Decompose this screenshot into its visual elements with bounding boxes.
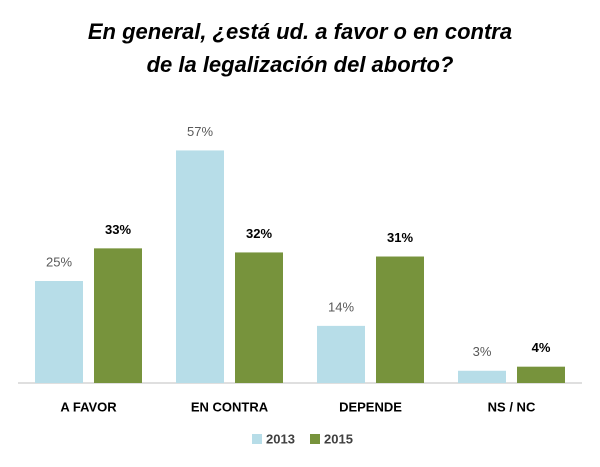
- bar: [458, 370, 506, 383]
- value-label: 25%: [46, 254, 72, 269]
- value-label: 4%: [532, 340, 551, 355]
- bar: [176, 150, 224, 383]
- value-label: 3%: [473, 344, 492, 359]
- bar: [235, 252, 283, 383]
- x-tick-label: A FAVOR: [60, 399, 117, 414]
- value-label: 33%: [105, 222, 131, 237]
- value-label: 14%: [328, 299, 354, 314]
- value-label: 32%: [246, 226, 272, 241]
- bar: [517, 366, 565, 383]
- x-tick-label: NS / NC: [488, 399, 536, 414]
- legend-label: 2013: [266, 431, 295, 446]
- bar: [94, 248, 142, 383]
- legend-label: 2015: [324, 431, 353, 446]
- bar: [376, 256, 424, 383]
- bar: [35, 281, 83, 383]
- x-tick-label: EN CONTRA: [191, 399, 269, 414]
- legend-swatch: [310, 434, 320, 444]
- chart-title: En general, ¿está ud. a favor o en contr…: [88, 19, 512, 44]
- value-label: 57%: [187, 124, 213, 139]
- bar: [317, 325, 365, 383]
- x-tick-label: DEPENDE: [339, 399, 402, 414]
- value-label: 31%: [387, 230, 413, 245]
- chart-title: de la legalización del aborto?: [147, 52, 454, 77]
- legend-swatch: [252, 434, 262, 444]
